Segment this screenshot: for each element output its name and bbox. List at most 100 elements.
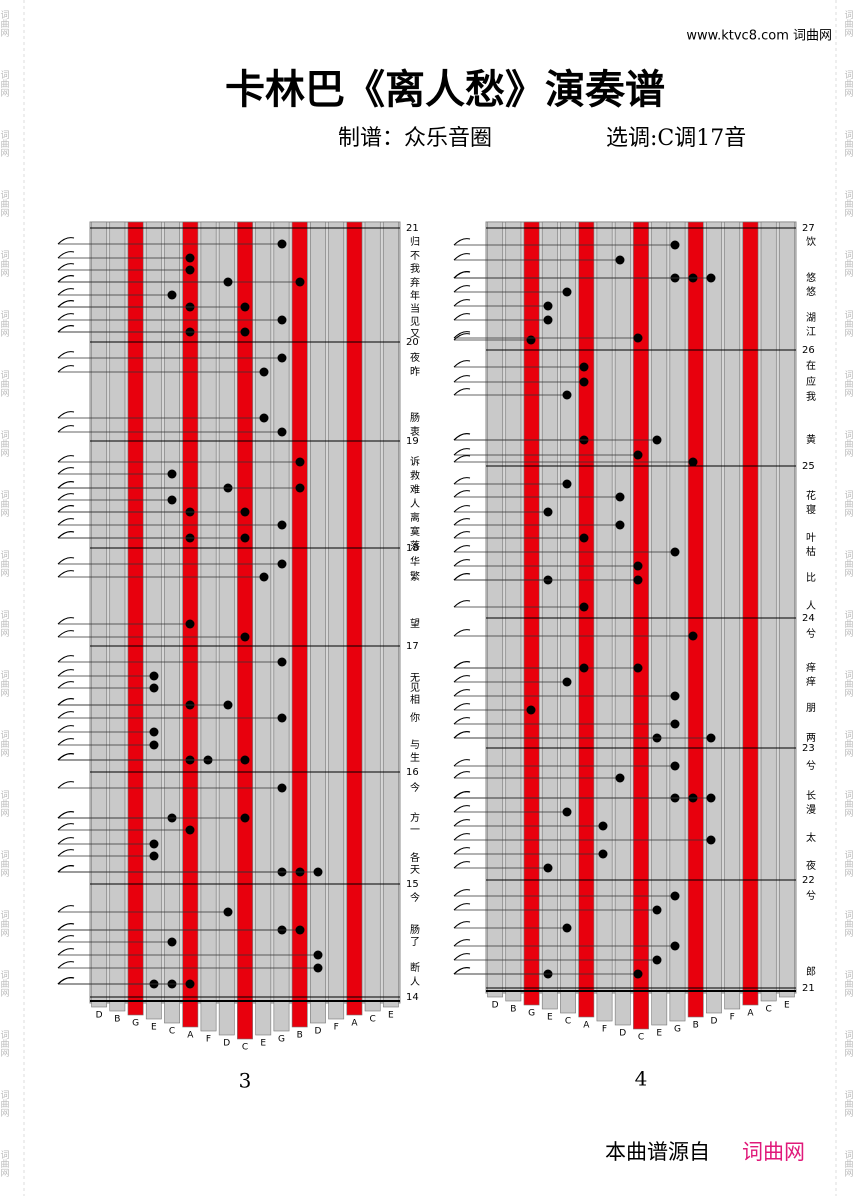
note-flag: [453, 285, 471, 293]
lyric: 繁: [410, 570, 420, 583]
lyric: 昨: [410, 366, 420, 378]
tine: [778, 221, 795, 998]
key-label: C: [169, 1027, 175, 1037]
watermark: 词曲网: [0, 190, 9, 218]
watermark: 词曲网: [843, 970, 854, 998]
lyric: 花: [806, 489, 816, 502]
note-flag: [57, 681, 75, 689]
watermark: 词曲网: [0, 970, 9, 998]
note-flag: [57, 630, 75, 638]
note-flag: [453, 455, 471, 463]
lyric: 与: [410, 739, 420, 751]
note-dot: [633, 575, 643, 585]
note-dot: [706, 733, 716, 743]
note-flag: [453, 299, 471, 307]
note-dot: [652, 905, 662, 915]
tine: [596, 221, 613, 1022]
lyric: 了: [410, 936, 420, 948]
key-label: G: [528, 1009, 535, 1019]
note-flag: [57, 481, 75, 489]
watermark: 词曲网: [843, 190, 854, 218]
watermark: 词曲网: [843, 10, 854, 38]
note-flag: [453, 531, 471, 539]
note-flag: [453, 967, 471, 975]
tine: [742, 221, 759, 1006]
key-label: D: [96, 1011, 103, 1021]
note-dot: [670, 941, 680, 951]
lyric: 寞: [410, 525, 420, 538]
tine: [578, 221, 595, 1018]
note-flag: [57, 923, 75, 931]
lyric: 饮: [806, 235, 816, 248]
lyric: 落: [410, 540, 420, 552]
note-flag: [453, 388, 471, 396]
note-dot: [670, 761, 680, 771]
note-dot: [259, 413, 269, 423]
note-dot: [562, 390, 572, 400]
key-label: B: [693, 1021, 699, 1031]
note-dot: [277, 239, 287, 249]
key-label: B: [510, 1005, 516, 1015]
note-flag: [453, 805, 471, 813]
note-dot: [277, 559, 287, 569]
note-flag: [453, 518, 471, 526]
footer-source: 本曲谱源自: [605, 1140, 710, 1164]
watermark: 词曲网: [0, 910, 9, 938]
note-flag: [57, 837, 75, 845]
note-dot: [185, 253, 195, 263]
watermarks: 词曲网 词曲网词曲网 词曲网词曲网 词曲网词曲网 词曲网词曲网 词曲网词曲网 词曲网词曲网词…: [0, 10, 853, 1178]
watermark: 词曲网: [843, 1150, 854, 1178]
watermark: 词曲网: [843, 850, 854, 878]
note-dot: [526, 335, 536, 345]
note-flag: [57, 351, 75, 359]
note-flag: [453, 505, 471, 513]
note-dot: [295, 483, 305, 493]
note-flag: [453, 490, 471, 498]
note-dot: [223, 277, 233, 287]
key-label: F: [730, 1013, 735, 1023]
lyric: 长: [806, 790, 816, 802]
note-dot: [149, 727, 159, 737]
tine: [328, 221, 345, 1020]
note-flag: [453, 448, 471, 456]
watermark: 词曲网: [843, 370, 854, 398]
note-dot: [670, 240, 680, 250]
lyric: 江: [806, 326, 816, 338]
watermark: 词曲网: [843, 490, 854, 518]
note-dot: [543, 863, 553, 873]
lyric: 见: [410, 682, 420, 694]
lyric: 你: [410, 711, 420, 724]
note-flag: [57, 365, 75, 373]
key-label: C: [369, 1015, 375, 1025]
watermark: 词曲网: [843, 790, 854, 818]
watermark: 词曲网: [843, 550, 854, 578]
lyric: 太: [806, 831, 816, 844]
measure-number: 17: [406, 641, 419, 652]
note-flag: [453, 360, 471, 368]
tine: [687, 221, 704, 1018]
lyric: 黄: [806, 433, 816, 446]
lyric: 今: [410, 781, 420, 794]
tine: [724, 221, 741, 1010]
note-dot: [185, 619, 195, 629]
tine: [291, 221, 308, 1028]
note-flag: [57, 738, 75, 746]
tine: [633, 221, 649, 1030]
note-flag: [57, 811, 75, 819]
note-flag: [57, 711, 75, 719]
key-label: E: [388, 1011, 394, 1021]
note-flag: [57, 865, 75, 873]
key-label: A: [583, 1021, 590, 1031]
note-dot: [615, 492, 625, 502]
lyric: 在: [806, 360, 816, 372]
note-flag: [57, 655, 75, 663]
watermark: 词曲网: [0, 250, 9, 278]
measure-number: 15: [406, 879, 419, 890]
tine: [164, 221, 180, 1024]
key-label: D: [314, 1027, 321, 1037]
watermark: 词曲网: [843, 910, 854, 938]
lyric: 无: [410, 673, 420, 684]
measure-number: 18: [406, 543, 419, 554]
lyric: 弃: [410, 276, 420, 289]
key-label: A: [747, 1009, 754, 1019]
